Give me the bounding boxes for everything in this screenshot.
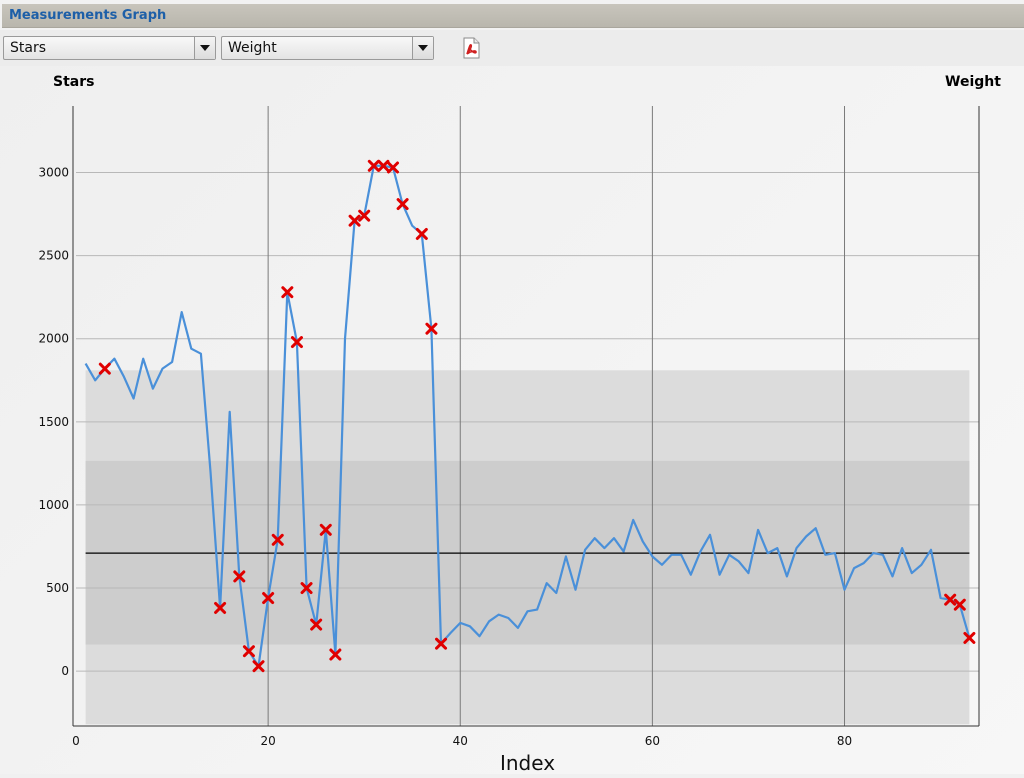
right-axis-title: Weight — [945, 74, 1001, 90]
window-title: Measurements Graph — [9, 8, 166, 23]
x-tick-label: 40 — [453, 734, 468, 748]
chevron-down-icon[interactable] — [194, 37, 215, 59]
y-tick-label: 1000 — [38, 498, 69, 512]
x-tick-label: 20 — [260, 734, 275, 748]
toolbar: Stars Weight — [0, 30, 1024, 66]
y-tick-label: 1500 — [38, 415, 69, 429]
chart-area: Stars Weight 0 500 1000 1500 2000 2500 3000 0 20… — [0, 66, 1024, 774]
x-axis-label: Index — [500, 751, 555, 774]
x-tick-label: 60 — [645, 734, 660, 748]
x-tick-label: 80 — [837, 734, 852, 748]
y-tick-label: 2000 — [38, 332, 69, 346]
left-axis-select[interactable]: Stars — [3, 36, 216, 60]
y-tick-label: 0 — [61, 664, 69, 678]
y-tick-label: 2500 — [38, 249, 69, 263]
chevron-down-icon[interactable] — [412, 37, 433, 59]
measurements-chart: 0 500 1000 1500 2000 2500 3000 0 20 40 60 80 Index — [0, 66, 1024, 774]
right-axis-select[interactable]: Weight — [221, 36, 434, 60]
y-tick-label: 500 — [46, 581, 69, 595]
x-tick-label: 0 — [72, 734, 80, 748]
pdf-export-button[interactable] — [458, 36, 484, 60]
pdf-export-icon — [458, 36, 484, 60]
left-axis-title: Stars — [53, 74, 94, 90]
title-panel: Measurements Graph — [2, 4, 1024, 28]
y-tick-label: 3000 — [38, 165, 69, 179]
right-axis-select-value: Weight — [228, 40, 277, 56]
window-titlebar: Measurements Graph — [0, 0, 1024, 30]
left-axis-select-value: Stars — [10, 40, 46, 56]
